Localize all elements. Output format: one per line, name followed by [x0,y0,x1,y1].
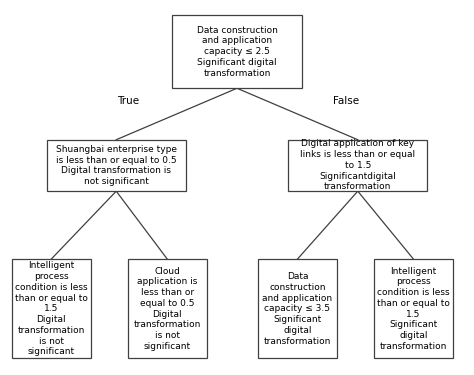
FancyBboxPatch shape [172,15,302,88]
Text: Digital application of key
links is less than or equal
to 1.5
Significantdigital: Digital application of key links is less… [300,140,415,192]
FancyBboxPatch shape [374,259,453,358]
FancyBboxPatch shape [128,259,207,358]
Text: Intelligent
process
condition is less
than or equal to
1.5
Digital
transformatio: Intelligent process condition is less th… [15,261,88,356]
Text: Shuangbai enterprise type
is less than or equal to 0.5
Digital transformation is: Shuangbai enterprise type is less than o… [56,145,177,186]
FancyBboxPatch shape [288,140,428,191]
Text: Data construction
and application
capacity ≤ 2.5
Significant digital
transformat: Data construction and application capaci… [197,26,277,78]
FancyBboxPatch shape [12,259,91,358]
Text: Data
construction
and application
capacity ≤ 3.5
Significant
digital
transformat: Data construction and application capaci… [262,272,332,345]
Text: False: False [333,96,359,106]
FancyBboxPatch shape [46,140,186,191]
Text: Intelligent
process
condition is less
than or equal to
1.5
Significant
digital
t: Intelligent process condition is less th… [377,267,450,351]
FancyBboxPatch shape [258,259,337,358]
Text: True: True [117,96,139,106]
Text: Cloud
application is
less than or
equal to 0.5
Digital
transformation
is not
sig: Cloud application is less than or equal … [134,267,201,351]
